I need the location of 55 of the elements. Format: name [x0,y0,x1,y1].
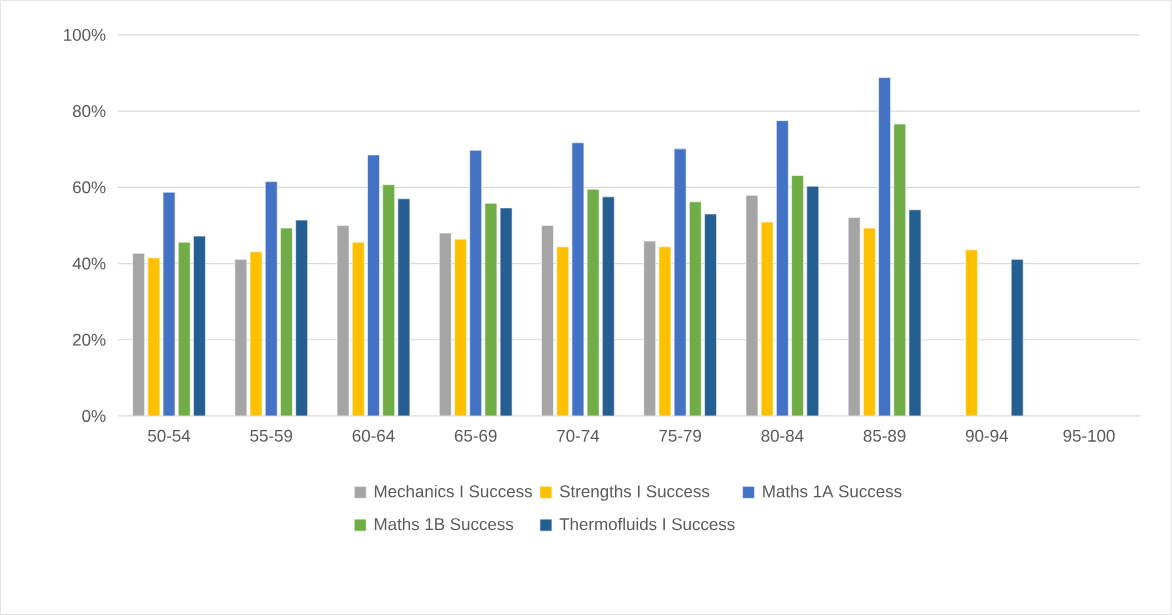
y-tick-label: 80% [72,105,106,118]
y-tick-label: 60% [73,181,106,194]
bar [541,225,554,417]
bar [351,241,365,417]
legend-label: Strengths I Success [559,484,710,501]
x-tick-label: 65-69 [454,429,497,442]
bar [295,219,308,417]
legend-label: Mechanics I Success [374,484,532,498]
legend-label: Maths 1B Success [374,517,514,531]
x-tick-label: 70-74 [557,429,600,442]
bar [643,240,657,417]
bar [162,192,176,417]
bar [863,227,876,417]
bar [336,225,350,417]
bar [367,154,380,417]
y-tick-label: 20% [73,333,106,346]
x-tick-label: 50-54 [148,429,191,442]
y-tick-label: 40% [72,257,106,270]
bar [1010,259,1024,417]
bar [193,235,206,417]
bar [556,246,570,417]
legend-label: Thermofluids I Success [559,517,735,531]
bar [454,238,467,417]
bar [776,120,789,417]
x-tick-label: 60-64 [352,429,395,442]
bar [602,196,615,417]
x-tick-label: 80-84 [761,429,804,442]
bar [745,195,759,417]
bar [847,217,861,417]
bar [791,175,804,417]
bar [965,249,978,417]
x-tick-label: 85-89 [863,429,906,442]
x-tick-label: 55-59 [250,429,293,442]
x-tick-label: 95-100 [1063,429,1115,442]
x-tick-label: 90-94 [965,429,1008,442]
bar [132,252,145,417]
x-tick-label: 75-79 [659,429,701,442]
legend-label: Maths 1A Success [763,484,902,498]
bar [908,209,922,417]
bar [280,227,293,417]
bar [397,198,411,417]
bar [893,123,907,417]
bar [177,241,191,417]
bar [760,221,774,417]
y-tick-label: 0% [82,410,106,423]
bar [704,213,717,417]
bar [689,201,702,417]
bar [438,232,452,417]
bar [806,185,820,417]
bar [147,257,161,417]
bar [878,77,891,417]
bar [264,181,278,417]
bar [469,150,482,417]
bar [382,184,395,417]
y-tick-label: 100% [64,28,106,41]
